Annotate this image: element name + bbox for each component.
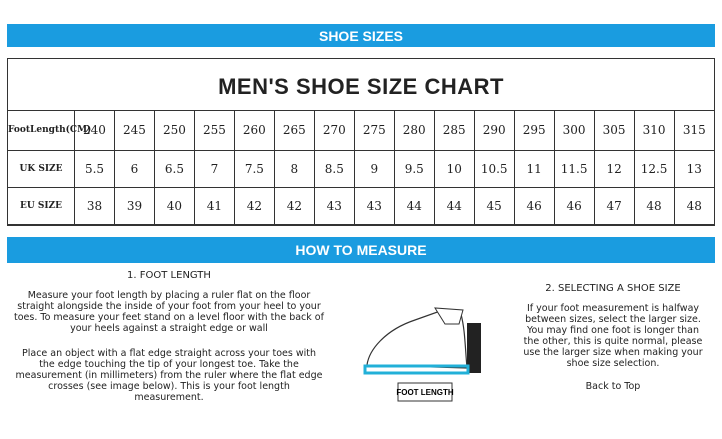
table-cell: 7.5 [233, 149, 275, 188]
table-cell: 6.5 [153, 149, 195, 188]
table-cell: 305 [593, 111, 635, 151]
table-cell: 41 [193, 186, 235, 225]
foot-illustration: FOOT LENGTH [363, 307, 481, 402]
table-cell: 48 [673, 186, 714, 225]
table-cell: 6 [113, 149, 155, 188]
table-cell: 8.5 [313, 149, 355, 188]
table-cell: 9 [353, 149, 395, 188]
table-row: FootLength(CM) 240 245 250 255 260 265 270 275 28… [8, 111, 714, 151]
table-cell: 295 [513, 111, 555, 151]
table-cell: 43 [353, 186, 395, 225]
sock [434, 307, 464, 325]
table-cell: 43 [313, 186, 355, 225]
selecting-section: 2. SELECTING A SHOE SIZE If your foot me… [518, 283, 708, 392]
table-cell: 300 [553, 111, 595, 151]
table-cell: 285 [433, 111, 475, 151]
row-header: EU SIZE [8, 186, 75, 225]
table-cell: 10.5 [473, 149, 515, 188]
table-cell: 42 [233, 186, 275, 225]
table-row: EU SIZE 38 39 40 41 42 42 43 43 44 44 45 46 46 47 48 48 [8, 186, 714, 225]
table-cell: 7 [193, 149, 235, 188]
table-title: MEN'S SHOE SIZE CHART [8, 59, 714, 111]
table-cell: 240 [74, 111, 115, 151]
table-cell: 275 [353, 111, 395, 151]
table-cell: 39 [113, 186, 155, 225]
section-heading: 2. SELECTING A SHOE SIZE [545, 283, 681, 294]
row-header: FootLength(CM) [8, 111, 91, 151]
image-label: FOOT LENGTH [396, 388, 454, 397]
table-cell: 38 [74, 186, 115, 225]
table-cell: 48 [633, 186, 675, 225]
table-cell: 13 [673, 149, 714, 188]
table-cell: 47 [593, 186, 635, 225]
table-cell: 290 [473, 111, 515, 151]
section-heading: 1. FOOT LENGTH [127, 270, 211, 281]
table-cell: 46 [553, 186, 595, 225]
table-cell: 42 [273, 186, 315, 225]
table-row: UK SIZE 5.5 6 6.5 7 7.5 8 8.5 9 9.5 10 10.5 11 11.5 12… [8, 149, 714, 188]
size-table-box: MEN'S SHOE SIZE CHART FootLength(CM) 240 2… [7, 58, 715, 226]
header-title: SHOE SIZES [318, 28, 404, 44]
table-cell: 10 [433, 149, 475, 188]
table-cell: 12 [593, 149, 635, 188]
table-cell: 44 [433, 186, 475, 225]
table-cell: 12.5 [633, 149, 675, 188]
table-cell: 40 [153, 186, 195, 225]
table-cell: 270 [313, 111, 355, 151]
table-cell: 310 [633, 111, 675, 151]
header-bar: SHOE SIZES [7, 24, 715, 47]
paragraph: If your foot measurement is halfway betw… [523, 303, 703, 369]
table-cell: 315 [673, 111, 714, 151]
table-cell: 9.5 [393, 149, 435, 188]
table-cell: 46 [513, 186, 555, 225]
label-box [397, 382, 453, 402]
foot-length-section: 1. FOOT LENGTH Measure your foot length … [14, 270, 324, 403]
measure-bar: HOW TO MEASURE [7, 237, 715, 263]
table-cell: 265 [273, 111, 315, 151]
row-header: UK SIZE [8, 149, 75, 188]
table-cell: 5.5 [74, 149, 115, 188]
table-cell: 255 [193, 111, 235, 151]
size-table: FootLength(CM) 240 245 250 255 260 265 270 275 28… [8, 111, 714, 225]
table-cell: 45 [473, 186, 515, 225]
paragraph: Measure your foot length by placing a ru… [14, 290, 324, 334]
back-to-top-link[interactable]: Back to Top [585, 381, 641, 392]
ruler [363, 364, 470, 375]
table-cell: 250 [153, 111, 195, 151]
table-cell: 8 [273, 149, 315, 188]
table-cell: 280 [393, 111, 435, 151]
paragraph: Place an object with a flat edge straigh… [15, 348, 323, 403]
table-cell: 11 [513, 149, 555, 188]
table-cell: 11.5 [553, 149, 595, 188]
measure-title: HOW TO MEASURE [295, 242, 427, 258]
table-cell: 245 [113, 111, 155, 151]
table-cell: 260 [233, 111, 275, 151]
table-cell: 44 [393, 186, 435, 225]
wall [467, 323, 481, 373]
